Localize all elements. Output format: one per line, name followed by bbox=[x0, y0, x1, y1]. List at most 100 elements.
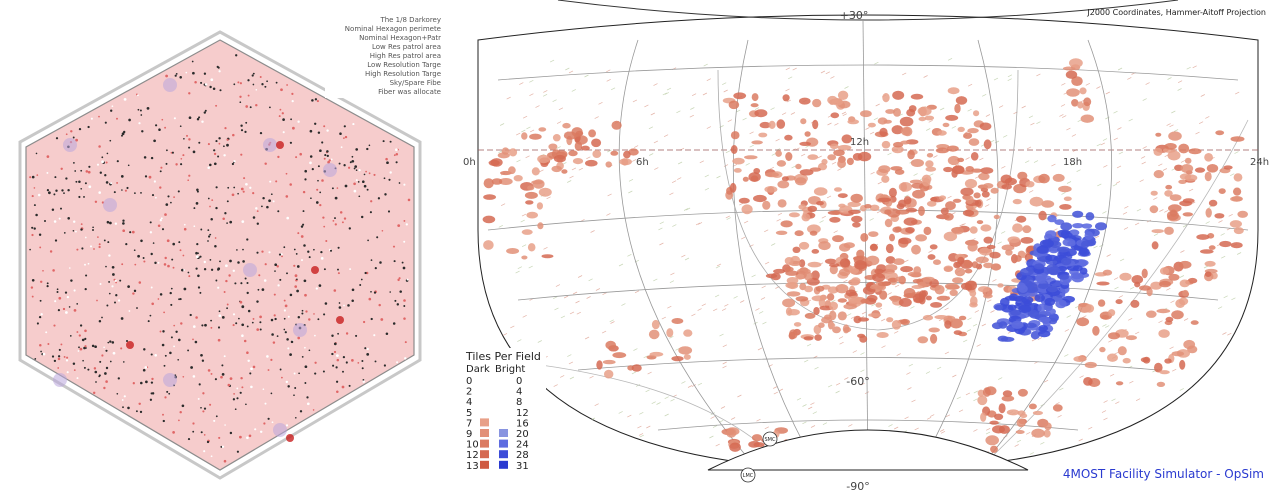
fiber-dot bbox=[270, 193, 273, 196]
fiber-dot bbox=[78, 346, 80, 349]
fiber-dot bbox=[31, 278, 35, 282]
hatch-mark bbox=[1085, 82, 1090, 86]
fiber-dot bbox=[243, 339, 247, 343]
hatch-mark bbox=[1171, 110, 1176, 114]
fiber-dot bbox=[276, 265, 279, 268]
fiber-dot bbox=[56, 288, 59, 291]
dark-tile-patch bbox=[768, 120, 776, 129]
bright-tile-patch bbox=[994, 304, 1004, 311]
fiber-dot bbox=[154, 261, 157, 265]
hatch-mark bbox=[632, 99, 638, 103]
fiber-dot bbox=[326, 150, 329, 153]
fiber-dot bbox=[401, 261, 404, 264]
dark-tile-patch bbox=[940, 207, 949, 215]
fiber-dot bbox=[289, 183, 292, 186]
hatch-mark bbox=[1111, 398, 1116, 402]
fiber-dot bbox=[215, 279, 218, 282]
fiber-dot bbox=[96, 299, 98, 302]
dark-tile-patch bbox=[1038, 210, 1047, 221]
legend-bright-value: 31 bbox=[516, 461, 529, 472]
dark-tile-patch bbox=[501, 147, 510, 155]
dark-tile-patch bbox=[900, 140, 910, 145]
fiber-dot bbox=[291, 92, 294, 95]
hatch-mark bbox=[691, 93, 697, 97]
hatch-mark bbox=[940, 107, 945, 111]
hatch-mark bbox=[754, 107, 760, 110]
legend-background bbox=[325, 14, 443, 98]
dark-tile-patch bbox=[934, 315, 948, 320]
fiber-dot bbox=[242, 248, 244, 251]
dark-tile-patch bbox=[538, 127, 547, 132]
dark-tile-patch bbox=[983, 293, 993, 299]
fiber-dot bbox=[301, 259, 303, 262]
fiber-dot bbox=[324, 154, 327, 157]
fiber-dot bbox=[30, 286, 34, 289]
dark-tile-patch bbox=[934, 284, 945, 295]
hatch-mark bbox=[659, 221, 664, 225]
dark-tile-patch bbox=[1204, 171, 1212, 182]
fiber-dot bbox=[161, 343, 165, 347]
dark-tile-patch bbox=[967, 128, 979, 134]
fiber-dot bbox=[377, 197, 381, 200]
fiber-dot bbox=[243, 177, 246, 180]
fiber-dot bbox=[123, 98, 127, 101]
hatch-mark bbox=[650, 112, 655, 116]
fiber-dot bbox=[333, 350, 337, 354]
hatch-mark bbox=[590, 230, 595, 233]
dark-tile-patch bbox=[910, 93, 924, 100]
hatch-mark bbox=[639, 411, 644, 415]
hatch-mark bbox=[1088, 426, 1093, 430]
dark-tile-patch bbox=[953, 330, 963, 335]
dark-tile-patch bbox=[952, 165, 965, 175]
dark-tile-patch bbox=[1151, 229, 1164, 234]
fiber-dot bbox=[207, 197, 210, 200]
dark-tile-patch bbox=[789, 329, 798, 339]
fiber-dot bbox=[42, 269, 44, 272]
dark-tile-patch bbox=[1141, 268, 1148, 279]
fiber-dot bbox=[101, 316, 103, 319]
hatch-mark bbox=[831, 161, 837, 165]
bright-tile-regions bbox=[991, 210, 1107, 342]
fiber-dot bbox=[307, 250, 310, 253]
hatch-mark bbox=[1140, 156, 1146, 159]
dark-tile-patch bbox=[903, 196, 912, 205]
fiber-dot bbox=[173, 117, 176, 120]
fiber-dot bbox=[49, 250, 53, 253]
fiber-dot bbox=[281, 255, 283, 258]
fiber-dot bbox=[285, 195, 289, 198]
hatch-mark bbox=[1220, 233, 1225, 236]
dark-tile-patch bbox=[1063, 196, 1072, 202]
hatch-mark bbox=[1152, 451, 1157, 455]
fiber-dot bbox=[232, 324, 235, 327]
fiber-dot bbox=[66, 371, 69, 374]
hatch-mark bbox=[547, 406, 552, 410]
legend-dark-value: 2 bbox=[466, 387, 472, 398]
hatch-mark bbox=[681, 381, 686, 384]
fiber-dot bbox=[246, 351, 249, 354]
hatch-mark bbox=[677, 161, 683, 165]
hatch-mark bbox=[689, 114, 694, 118]
dark-tile-patch bbox=[907, 150, 915, 160]
fiber-dot bbox=[122, 406, 124, 409]
dark-tile-patch bbox=[751, 93, 759, 102]
highres-patch bbox=[263, 138, 277, 152]
fiber-dot bbox=[251, 321, 254, 324]
hatch-mark bbox=[725, 215, 730, 219]
bright-tile-patch bbox=[1045, 230, 1057, 239]
fiber-dot bbox=[336, 354, 339, 357]
fiber-dot bbox=[183, 287, 187, 291]
dark-tile-patch bbox=[814, 334, 822, 341]
hatch-mark bbox=[644, 104, 649, 108]
fiber-dot bbox=[134, 263, 137, 266]
hatch-mark bbox=[1001, 231, 1006, 234]
hatch-mark bbox=[568, 361, 574, 365]
fiber-dot bbox=[246, 436, 249, 440]
dark-tile-patch bbox=[970, 152, 979, 161]
dark-tile-patch bbox=[837, 298, 847, 303]
dark-tile-patch bbox=[795, 163, 802, 170]
hatch-mark bbox=[522, 115, 528, 119]
dark-tile-patch bbox=[832, 210, 842, 216]
fiber-dot bbox=[347, 304, 350, 307]
hatch-mark bbox=[1227, 332, 1232, 336]
dark-tile-patch bbox=[1028, 403, 1037, 410]
